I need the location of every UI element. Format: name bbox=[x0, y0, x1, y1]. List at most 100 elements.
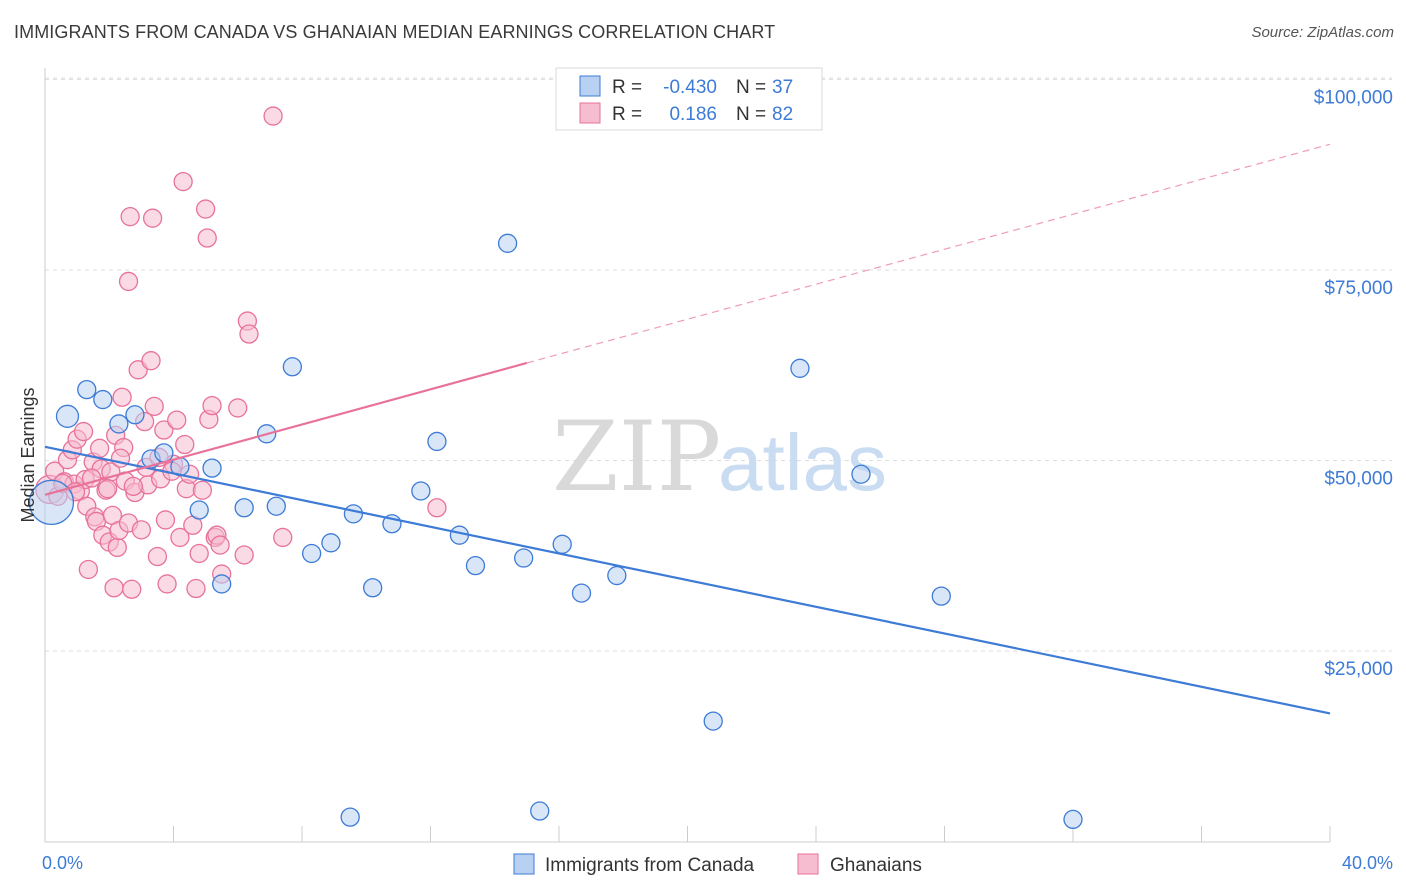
x-tick-label-max: 40.0% bbox=[1342, 853, 1393, 873]
x-tick-label-min: 0.0% bbox=[42, 853, 83, 873]
legend-n-label-2: N = bbox=[736, 104, 766, 125]
legend-swatch-pink bbox=[579, 102, 601, 124]
canada-point-17 bbox=[321, 533, 341, 553]
canada-point-7 bbox=[154, 443, 174, 463]
ghanaians-trend-line bbox=[44, 361, 528, 496]
chart-title: IMMIGRANTS FROM CANADA VS GHANAIAN MEDIA… bbox=[14, 22, 776, 42]
watermark-zip: ZIP bbox=[552, 401, 721, 513]
bottom-legend: Immigrants from Canada Ghanaians bbox=[513, 853, 922, 876]
chart-source: Source: ZipAtlas.com bbox=[1251, 24, 1394, 41]
ghanaians-point-54 bbox=[186, 578, 206, 599]
canada-trend-line bbox=[44, 445, 1331, 715]
ghanaians-point-25 bbox=[107, 537, 127, 558]
canada-point-25 bbox=[497, 233, 518, 253]
y-tick-label-0: $25,000 bbox=[1324, 659, 1393, 680]
canada-point-11 bbox=[212, 574, 232, 594]
canada-point-27 bbox=[552, 534, 572, 554]
canada-point-28 bbox=[571, 583, 592, 603]
canada-point-16 bbox=[301, 543, 322, 564]
canada-point-26 bbox=[514, 548, 534, 568]
canada-point-24 bbox=[465, 556, 486, 576]
y-tick-label-3: $100,000 bbox=[1314, 88, 1393, 109]
ghanaians-point-68 bbox=[239, 324, 259, 344]
canada-point-14 bbox=[266, 496, 286, 516]
canada-point-35 bbox=[530, 801, 550, 821]
bottom-legend-label-ghanaians: Ghanaians bbox=[830, 855, 922, 876]
ghanaians-point-45 bbox=[155, 510, 176, 530]
bottom-legend-swatch-ghanaians bbox=[797, 853, 819, 875]
ghanaians-point-69 bbox=[263, 106, 283, 126]
ghanaians-point-81 bbox=[175, 434, 195, 455]
ghanaians-point-63 bbox=[210, 535, 230, 555]
ghanaians-point-39 bbox=[141, 351, 161, 371]
canada-point-10 bbox=[202, 458, 222, 478]
canada-point-32 bbox=[851, 464, 871, 484]
bottom-legend-label-canada: Immigrants from Canada bbox=[545, 855, 755, 876]
ghanaians-point-49 bbox=[170, 527, 190, 548]
y-tick-label-2: $75,000 bbox=[1324, 278, 1393, 299]
ghanaians-point-65 bbox=[228, 398, 248, 418]
y-axis-label: Median Earnings bbox=[18, 387, 38, 522]
ghanaians-point-44 bbox=[154, 420, 174, 440]
ghanaians-point-57 bbox=[195, 199, 216, 219]
y-tick-labels: $25,000 $50,000 $75,000 $100,000 bbox=[1314, 88, 1393, 681]
canada-point-4 bbox=[109, 414, 129, 434]
canada-point-9 bbox=[189, 500, 209, 520]
canada-point-34 bbox=[340, 807, 360, 827]
canada-points bbox=[28, 233, 1083, 830]
canada-point-0 bbox=[28, 479, 75, 526]
canada-point-30 bbox=[703, 711, 723, 731]
ghanaians-point-58 bbox=[197, 228, 217, 248]
legend-n-value-2: 82 bbox=[772, 104, 793, 125]
canada-point-19 bbox=[363, 578, 383, 598]
canada-point-5 bbox=[125, 405, 145, 425]
canada-point-2 bbox=[77, 379, 97, 400]
legend-n-value-1: 37 bbox=[772, 77, 793, 98]
watermark: ZIP atlas bbox=[552, 401, 887, 513]
ghanaians-point-66 bbox=[234, 545, 254, 565]
ghanaians-point-77 bbox=[123, 476, 143, 497]
ghanaians-point-48 bbox=[167, 410, 187, 430]
canada-point-3 bbox=[93, 389, 113, 410]
ghanaians-point-41 bbox=[144, 396, 164, 417]
ghanaians-point-40 bbox=[142, 208, 163, 228]
ghanaians-point-50 bbox=[173, 171, 193, 192]
ghanaians-point-31 bbox=[118, 271, 139, 292]
legend-r-label-2: R = bbox=[612, 104, 642, 125]
ghanaians-point-16 bbox=[89, 438, 110, 458]
canada-point-22 bbox=[427, 431, 447, 452]
ghanaians-point-56 bbox=[192, 480, 213, 500]
ghanaians-point-23 bbox=[104, 578, 124, 598]
canada-point-31 bbox=[790, 358, 810, 378]
canada-point-1 bbox=[55, 404, 80, 428]
legend: R = -0.430 N = 37 R = 0.186 N = 82 bbox=[555, 67, 823, 131]
ghanaians-point-42 bbox=[147, 546, 168, 567]
ghanaians-point-36 bbox=[131, 520, 152, 540]
ghanaians-point-12 bbox=[78, 559, 99, 580]
legend-r-value-2: 0.186 bbox=[669, 104, 717, 125]
ghanaians-trend-extension bbox=[526, 143, 1331, 364]
ghanaians-point-75 bbox=[97, 479, 118, 499]
ghanaians-point-33 bbox=[122, 579, 142, 599]
canada-point-33 bbox=[931, 586, 951, 606]
canada-point-29 bbox=[607, 565, 627, 586]
ghanaians-point-9 bbox=[73, 421, 94, 442]
axes bbox=[44, 68, 1331, 843]
legend-n-label-1: N = bbox=[736, 77, 766, 98]
ghanaians-point-32 bbox=[120, 207, 140, 227]
ghanaians-point-60 bbox=[202, 395, 222, 416]
ghanaians-point-27 bbox=[112, 387, 132, 407]
ghanaians-point-46 bbox=[157, 574, 177, 594]
canada-point-21 bbox=[411, 481, 431, 501]
watermark-atlas: atlas bbox=[718, 418, 887, 507]
canada-point-36 bbox=[1063, 809, 1083, 830]
grid-lines bbox=[45, 77, 1392, 652]
y-tick-label-1: $50,000 bbox=[1324, 469, 1393, 490]
canada-point-18 bbox=[343, 504, 364, 524]
ghanaians-point-71 bbox=[427, 498, 447, 518]
legend-swatch-blue bbox=[579, 75, 601, 97]
legend-r-label-1: R = bbox=[612, 77, 642, 98]
canada-point-12 bbox=[234, 498, 254, 518]
trend-lines bbox=[44, 143, 1331, 715]
